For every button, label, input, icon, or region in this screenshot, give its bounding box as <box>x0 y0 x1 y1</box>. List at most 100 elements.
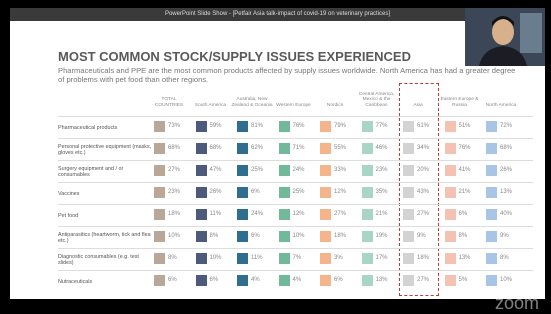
column-header: Western Europe <box>273 78 315 108</box>
color-swatch <box>403 275 414 286</box>
cell-value: 35% <box>376 189 388 195</box>
webcam-video <box>465 8 545 66</box>
column-header: Central America, Mexico & the Caribbean <box>356 78 398 108</box>
column-header: North America <box>480 78 522 108</box>
cell-value: 27% <box>334 211 346 217</box>
color-swatch <box>486 275 497 286</box>
row-label: Vaccines <box>58 185 153 203</box>
color-swatch <box>320 275 331 286</box>
color-swatch <box>237 209 248 220</box>
color-swatch <box>279 121 290 132</box>
cell-value: 24% <box>293 167 305 173</box>
column-header: Asia <box>397 78 439 108</box>
cell-value: 26% <box>500 167 512 173</box>
color-swatch <box>279 187 290 198</box>
color-swatch <box>320 231 331 242</box>
cell-value: 27% <box>168 167 180 173</box>
cell-value: 61% <box>417 123 429 129</box>
cell-value: 59% <box>210 123 222 129</box>
color-swatch <box>362 121 373 132</box>
cell-value: 18% <box>334 233 346 239</box>
cell-value: 25% <box>293 189 305 195</box>
color-swatch <box>362 209 373 220</box>
person <box>465 8 545 66</box>
color-swatch <box>486 121 497 132</box>
color-swatch <box>445 187 456 198</box>
color-swatch <box>320 143 331 154</box>
color-swatch <box>403 143 414 154</box>
color-swatch <box>486 165 497 176</box>
color-swatch <box>154 143 165 154</box>
color-swatch <box>445 121 456 132</box>
color-swatch <box>154 121 165 132</box>
color-swatch <box>486 143 497 154</box>
row-label: Antiparasitics (heartworm, tick and flea… <box>58 229 153 247</box>
cell-value: 17% <box>376 255 388 261</box>
cell-value: 19% <box>376 233 388 239</box>
column-header: Australia, New Zealand & Oceania <box>231 78 273 108</box>
row-label: Nutraceuticals <box>58 273 153 291</box>
cell-value: 8% <box>210 233 219 239</box>
color-swatch <box>279 275 290 286</box>
column-header: Nordics <box>314 78 356 108</box>
cell-value: 11% <box>251 255 263 261</box>
cell-value: 23% <box>376 167 388 173</box>
color-swatch <box>279 231 290 242</box>
row-separator <box>58 182 533 183</box>
color-swatch <box>486 187 497 198</box>
cell-value: 68% <box>168 145 180 151</box>
color-swatch <box>320 187 331 198</box>
cell-value: 27% <box>417 277 429 283</box>
color-swatch <box>362 275 373 286</box>
cell-value: 9% <box>500 233 509 239</box>
cell-value: 13% <box>376 277 388 283</box>
cell-value: 6% <box>459 211 468 217</box>
row-label: Surgery equipment and / or consumables <box>58 163 153 181</box>
color-swatch <box>320 121 331 132</box>
cell-value: 47% <box>210 167 222 173</box>
color-swatch <box>362 165 373 176</box>
color-swatch <box>362 253 373 264</box>
row-separator <box>58 270 533 271</box>
row-separator <box>58 160 533 161</box>
cell-value: 6% <box>251 233 260 239</box>
color-swatch <box>362 231 373 242</box>
cell-value: 5% <box>459 277 468 283</box>
color-swatch <box>196 143 207 154</box>
color-swatch <box>154 209 165 220</box>
color-swatch <box>445 275 456 286</box>
color-swatch <box>196 253 207 264</box>
cell-value: 76% <box>293 123 305 129</box>
color-swatch <box>362 143 373 154</box>
column-header: Eastern Europe & Russia <box>439 78 481 108</box>
cell-value: 4% <box>251 277 260 283</box>
cell-value: 9% <box>417 233 426 239</box>
color-swatch <box>237 143 248 154</box>
cell-value: 6% <box>334 277 343 283</box>
color-swatch <box>403 253 414 264</box>
color-swatch <box>279 165 290 176</box>
cell-value: 10% <box>500 277 512 283</box>
cell-value: 12% <box>293 211 305 217</box>
cell-value: 6% <box>251 189 260 195</box>
cell-value: 11% <box>210 211 222 217</box>
cell-value: 46% <box>376 145 388 151</box>
cell-value: 25% <box>251 167 263 173</box>
row-label: Pharmaceutical products <box>58 119 153 137</box>
color-swatch <box>403 121 414 132</box>
color-swatch <box>279 143 290 154</box>
color-swatch <box>237 231 248 242</box>
color-swatch <box>445 165 456 176</box>
color-swatch <box>486 253 497 264</box>
cell-value: 10% <box>210 255 222 261</box>
color-swatch <box>403 165 414 176</box>
color-swatch <box>279 209 290 220</box>
color-swatch <box>445 209 456 220</box>
cell-value: 34% <box>417 145 429 151</box>
cell-value: 24% <box>251 211 263 217</box>
color-swatch <box>196 231 207 242</box>
color-swatch <box>237 121 248 132</box>
color-swatch <box>154 231 165 242</box>
cell-value: 71% <box>293 145 305 151</box>
row-label: Diagnostic consumables (e.g. test slides… <box>58 251 153 269</box>
